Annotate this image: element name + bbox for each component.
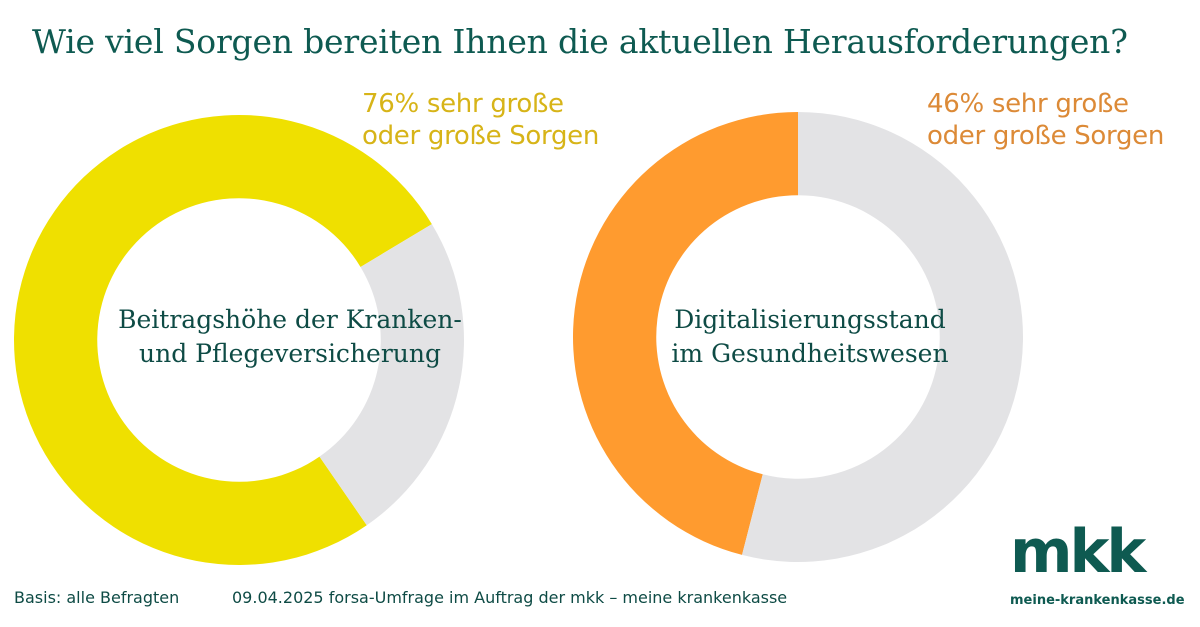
donut-slice-highlight: [572, 112, 798, 555]
chart-title: Wie viel Sorgen bereiten Ihnen die aktue…: [32, 22, 1128, 61]
callout-beitragshoehe: 76% sehr große oder große Sorgen: [362, 88, 599, 152]
callout-line: 76% sehr große: [362, 89, 564, 119]
callout-line: oder große Sorgen: [362, 121, 600, 151]
callout-line: 46% sehr große: [927, 89, 1129, 119]
center-label-beitragshoehe: Beitragshöhe der Kranken- und Pflegevers…: [70, 303, 510, 371]
center-label-line: und Pflegeversicherung: [139, 339, 441, 368]
center-label-line: Digitalisierungsstand: [674, 305, 946, 334]
callout-line: oder große Sorgen: [927, 121, 1165, 151]
donut-slice-rest: [319, 224, 465, 526]
logo-url[interactable]: meine-krankenkasse.de: [1010, 593, 1185, 608]
center-label-line: im Gesundheitswesen: [671, 339, 949, 368]
center-label-digitalisierung: Digitalisierungsstand im Gesundheitswese…: [590, 303, 1030, 371]
mkk-logo: mkk: [1010, 517, 1146, 587]
donut-slice-rest: [742, 112, 1023, 562]
callout-digitalisierung: 46% sehr große oder große Sorgen: [927, 88, 1164, 152]
footer-source: 09.04.2025 forsa-Umfrage im Auftrag der …: [232, 588, 788, 607]
footer-basis: Basis: alle Befragten: [14, 588, 180, 607]
donut-slice-highlight: [14, 115, 432, 566]
center-label-line: Beitragshöhe der Kranken-: [118, 305, 462, 334]
